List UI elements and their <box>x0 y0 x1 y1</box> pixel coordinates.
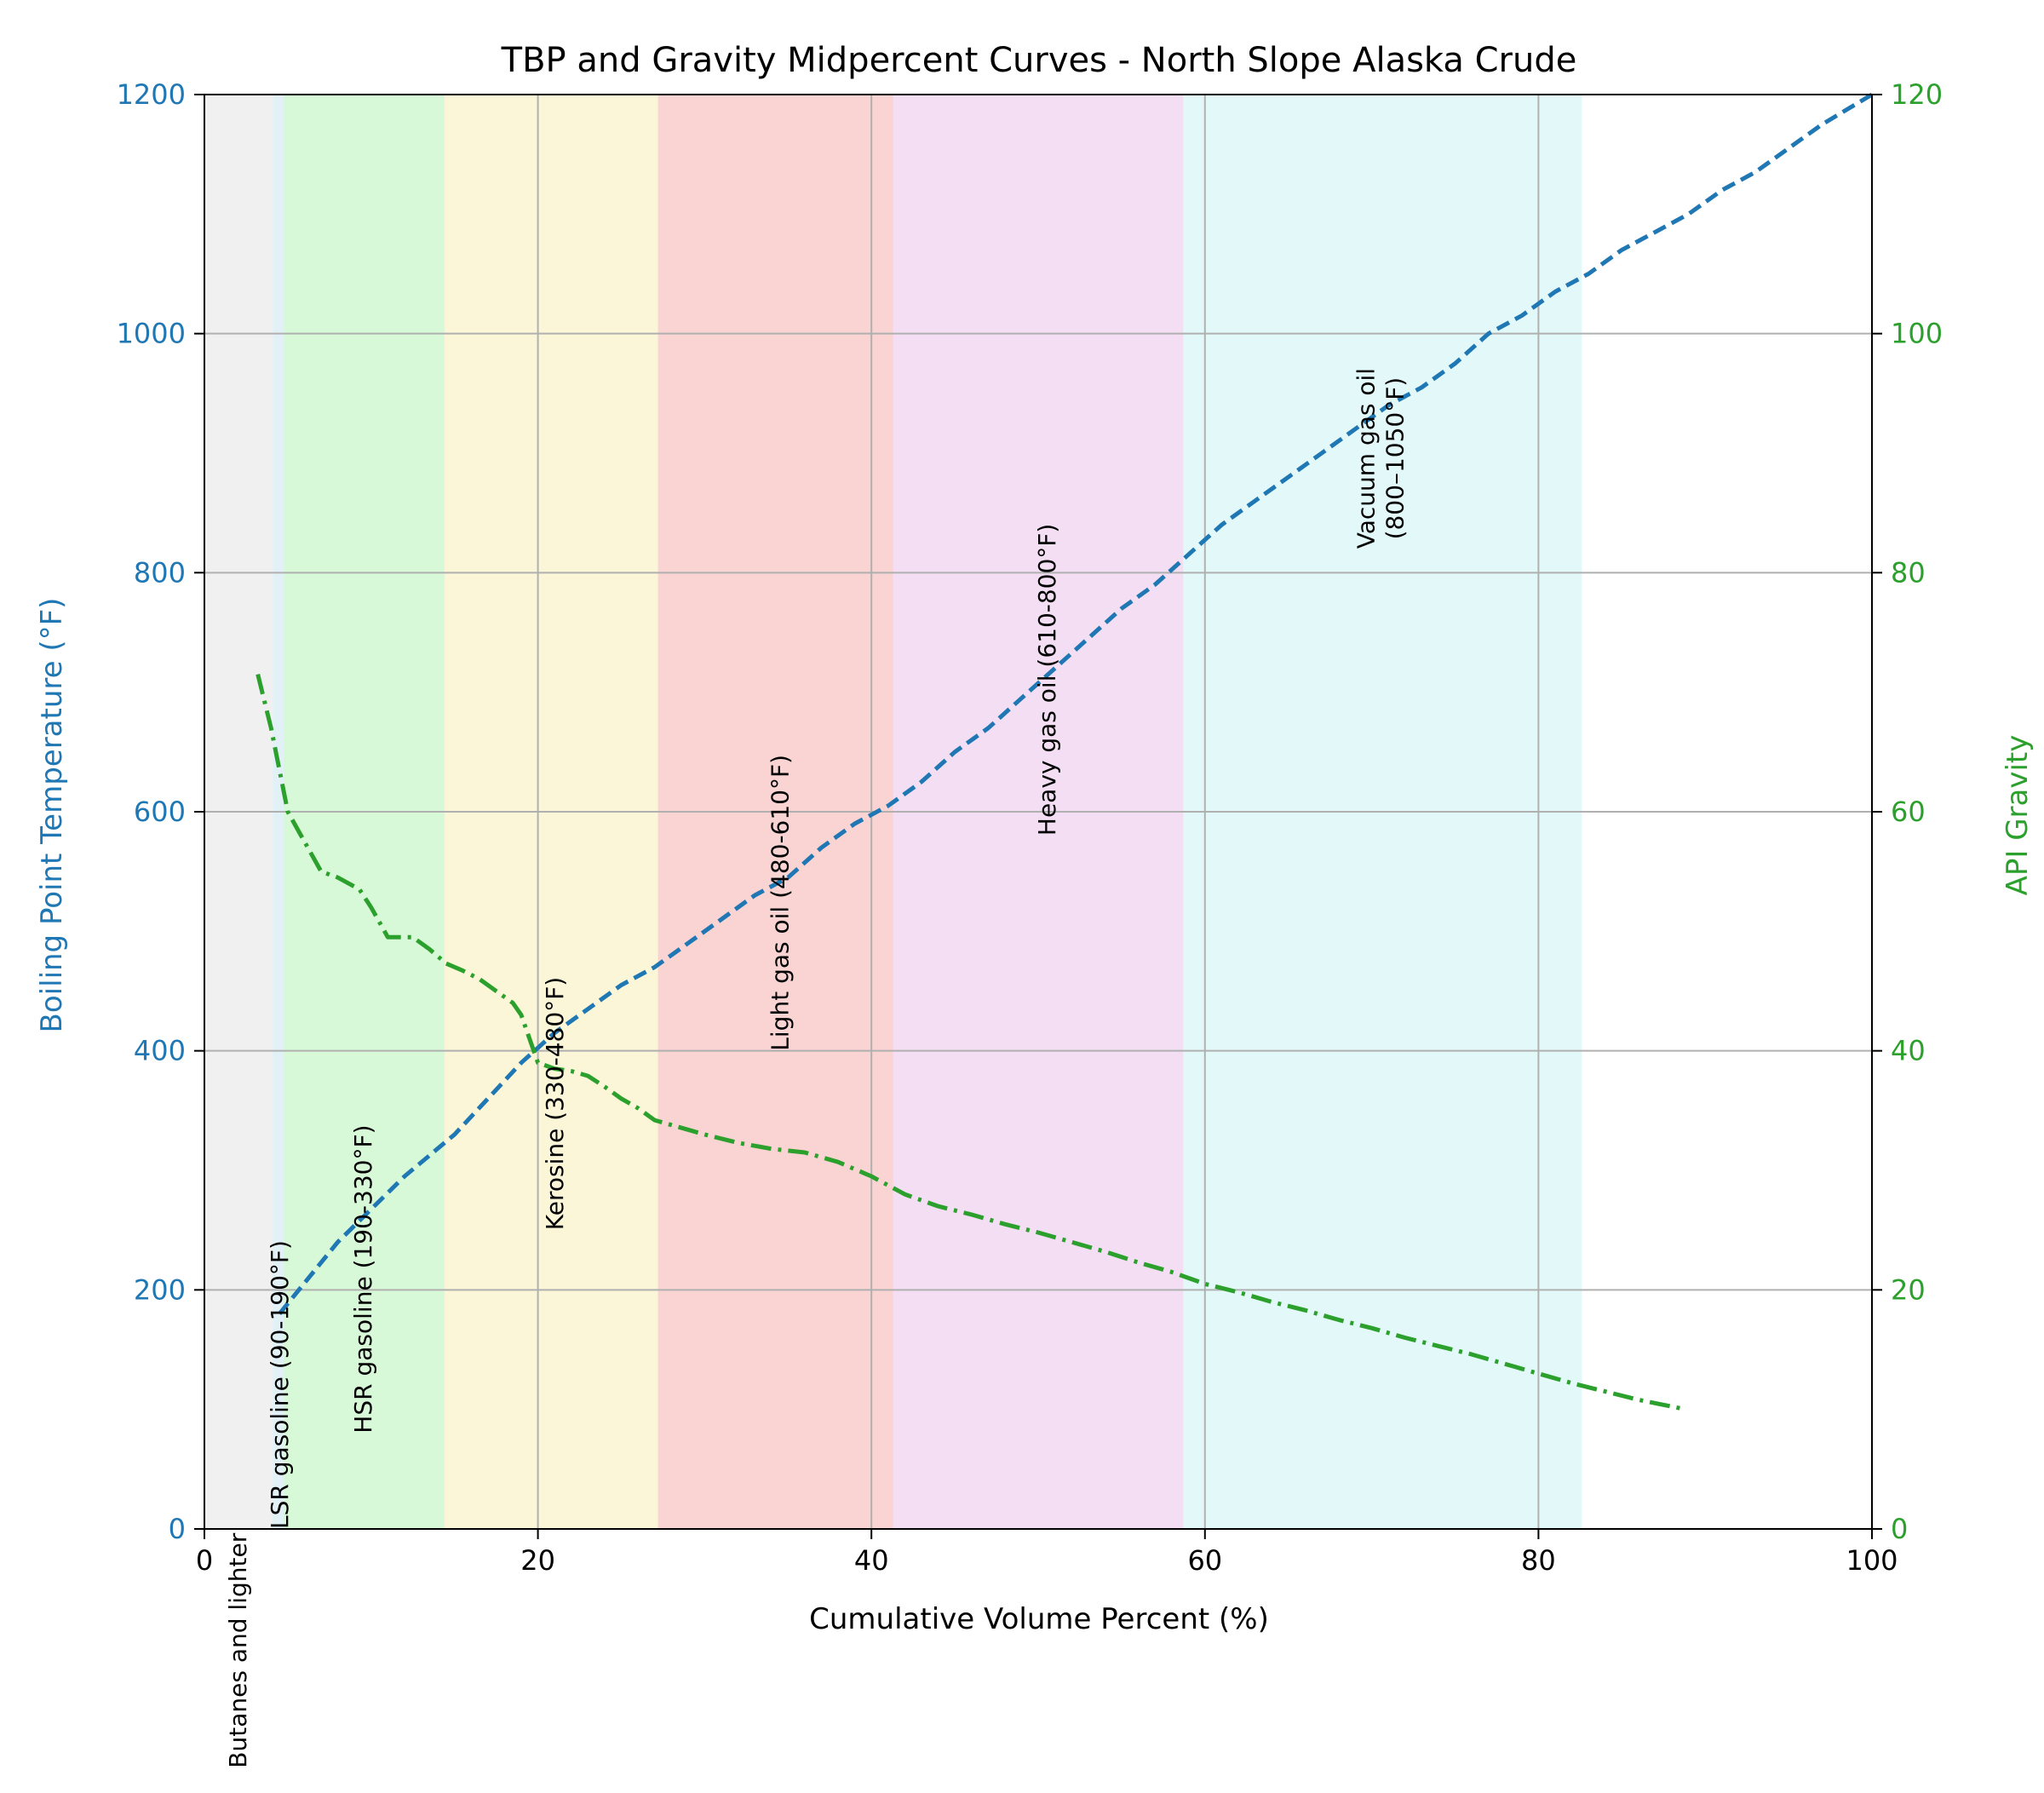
x-tick-label: 20 <box>520 1544 555 1577</box>
tbp-series-line <box>278 92 1874 1315</box>
fraction-label: HSR gasoline (190-330°F) <box>349 1124 377 1433</box>
x-tick-label: 100 <box>1846 1544 1898 1577</box>
fraction-label-line: Vacuum gas oil <box>1352 368 1380 549</box>
y-right-tick-label: 20 <box>1891 1273 1926 1306</box>
y-left-tick-label: 1200 <box>117 78 186 111</box>
y-axis-left-label: Boiling Point Temperature (°F) <box>35 598 69 1033</box>
fraction-label: Kerosine (330-480°F) <box>541 977 569 1230</box>
y-left-tick-label: 400 <box>134 1035 186 1067</box>
y-left-tick-label: 600 <box>134 796 186 828</box>
y-right-tick-label: 120 <box>1891 78 1943 111</box>
x-axis-label: Cumulative Volume Percent (%) <box>809 1602 1269 1636</box>
fraction-label-line: Heavy gas oil (610-800°F) <box>1033 524 1061 836</box>
y-left-tick-label: 1000 <box>117 318 186 350</box>
y-right-tick-label: 100 <box>1891 318 1943 350</box>
y-axis-right-label: API Gravity <box>2001 735 2035 896</box>
y-left-tick-label: 200 <box>134 1273 186 1306</box>
fraction-label-line: (800–1050°F) <box>1381 377 1409 540</box>
y-right-tick-label: 60 <box>1891 796 1926 828</box>
fraction-label: LSR gasoline (90-190°F) <box>266 1240 294 1529</box>
fraction-label: Heavy gas oil (610-800°F) <box>1033 524 1061 836</box>
fraction-label: Vacuum gas oil(800–1050°F) <box>1352 368 1409 549</box>
fraction-label-line: Kerosine (330-480°F) <box>541 977 569 1230</box>
data-series <box>256 92 1874 1411</box>
x-tick-label: 80 <box>1521 1544 1556 1577</box>
x-tick-label: 0 <box>196 1544 213 1577</box>
fraction-label: Light gas oil (480-610°F) <box>766 755 795 1051</box>
fraction-label: Butanes and lighter <box>224 1532 252 1767</box>
axes: 0 20 40 60 80 1000200400600800100012000204060… <box>117 78 1944 1577</box>
fraction-label-line: LSR gasoline (90-190°F) <box>266 1240 294 1529</box>
y-right-tick-label: 0 <box>1891 1513 1908 1545</box>
fraction-label-line: Light gas oil (480-610°F) <box>766 755 795 1051</box>
fraction-label-line: HSR gasoline (190-330°F) <box>349 1124 377 1433</box>
api-gravity-series-line <box>256 674 1681 1411</box>
fraction-labels: Butanes and lighter LSR gasoline (90-190°… <box>224 368 1409 1768</box>
y-right-tick-label: 40 <box>1891 1035 1926 1067</box>
x-tick-label: 40 <box>854 1544 889 1577</box>
x-tick-label: 60 <box>1187 1544 1222 1577</box>
y-left-tick-label: 800 <box>134 556 186 589</box>
fraction-label-line: Butanes and lighter <box>224 1532 252 1767</box>
chart-title: TBP and Gravity Midpercent Curves - Nort… <box>501 41 1577 80</box>
y-left-tick-label: 0 <box>169 1513 186 1545</box>
y-right-tick-label: 80 <box>1891 556 1926 589</box>
